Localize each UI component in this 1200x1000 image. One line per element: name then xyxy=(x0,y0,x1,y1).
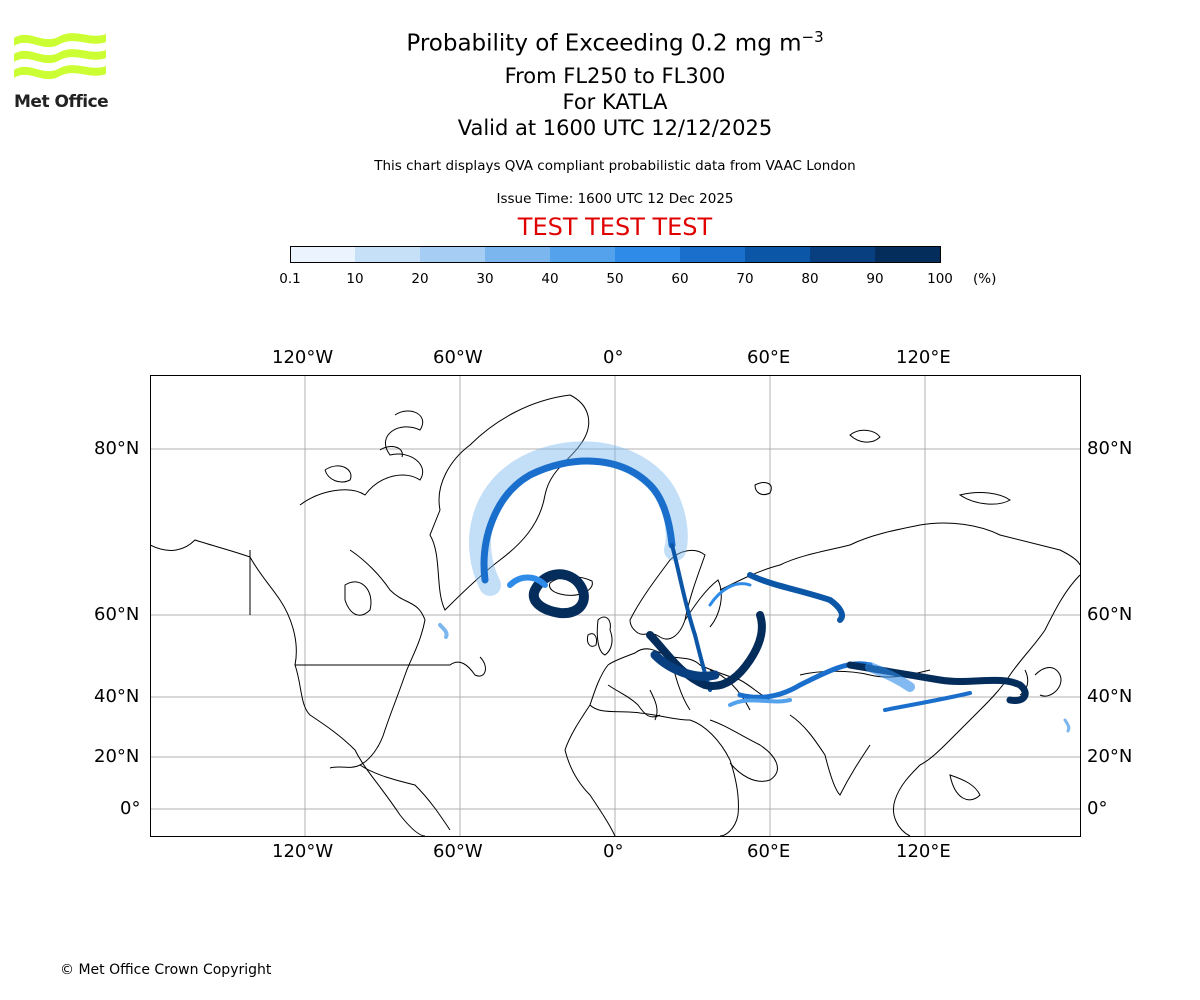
colorbar-cell xyxy=(550,246,616,263)
colorbar xyxy=(290,246,941,263)
colorbar-tick-label: 10 xyxy=(346,271,364,287)
colorbar-unit: (%) xyxy=(973,271,997,287)
lat-label-right-80n: 80°N xyxy=(1087,438,1133,459)
lon-label-top-60w: 60°W xyxy=(433,347,483,368)
copyright: © Met Office Crown Copyright xyxy=(60,962,272,978)
colorbar-tick-label: 30 xyxy=(476,271,494,287)
met-office-logo-text: Met Office xyxy=(14,92,109,112)
colorbar-cell xyxy=(680,246,746,263)
colorbar-tick-label: 0.1 xyxy=(279,271,301,287)
colorbar-cell xyxy=(745,246,811,263)
flight-level-range: From FL250 to FL300 xyxy=(504,64,726,88)
lon-label-bottom-120w: 120°W xyxy=(272,841,334,862)
ash-plume xyxy=(438,441,1071,733)
lat-label-right-40n: 40°N xyxy=(1087,686,1133,707)
colorbar-tick-label: 100 xyxy=(927,271,953,287)
colorbar-cell xyxy=(355,246,421,263)
colorbar-cell xyxy=(810,246,876,263)
lon-label-top-0: 0° xyxy=(603,347,624,368)
chart-title: Probability of Exceeding 0.2 mg m−3 xyxy=(406,28,824,57)
coastlines xyxy=(150,394,1080,836)
colorbar-cell xyxy=(420,246,486,263)
issue-time: Issue Time: 1600 UTC 12 Dec 2025 xyxy=(496,191,734,207)
lon-label-top-120w: 120°W xyxy=(272,347,334,368)
valid-time: Valid at 1600 UTC 12/12/2025 xyxy=(457,116,773,140)
lat-label-left-40n: 40°N xyxy=(94,686,140,707)
colorbar-cell xyxy=(485,246,551,263)
lon-label-top-120e: 120°E xyxy=(896,347,951,368)
colorbar-tick-label: 50 xyxy=(606,271,624,287)
lon-label-bottom-60e: 60°E xyxy=(747,841,791,862)
colorbar-tick-label: 80 xyxy=(801,271,819,287)
colorbar-tick-label: 90 xyxy=(866,271,884,287)
met-office-logo-waves xyxy=(14,33,106,80)
colorbar-cell xyxy=(615,246,681,263)
map-panel xyxy=(150,375,1081,837)
colorbar-tick-label: 40 xyxy=(541,271,559,287)
colorbar-tick-label: 60 xyxy=(671,271,689,287)
colorbar-tick-label: 70 xyxy=(736,271,754,287)
lat-label-left-80n: 80°N xyxy=(94,438,140,459)
lon-label-bottom-60w: 60°W xyxy=(433,841,483,862)
gridlines xyxy=(150,375,1080,836)
lat-label-right-0: 0° xyxy=(1087,798,1108,819)
lat-label-right-60n: 60°N xyxy=(1087,604,1133,625)
map-frame xyxy=(150,375,1081,837)
volcano-name: For KATLA xyxy=(562,90,668,114)
colorbar-cell xyxy=(290,246,356,263)
colorbar-tick-label: 20 xyxy=(411,271,429,287)
lon-label-bottom-120e: 120°E xyxy=(896,841,951,862)
lat-label-left-0: 0° xyxy=(120,798,141,819)
lat-label-left-20n: 20°N xyxy=(94,746,140,767)
colorbar-cell xyxy=(875,246,941,263)
lat-label-right-20n: 20°N xyxy=(1087,746,1133,767)
chart-description: This chart displays QVA compliant probab… xyxy=(374,158,856,174)
lon-label-bottom-0: 0° xyxy=(603,841,624,862)
lat-label-left-60n: 60°N xyxy=(94,604,140,625)
lon-label-top-60e: 60°E xyxy=(747,347,791,368)
test-banner: TEST TEST TEST xyxy=(517,213,713,241)
